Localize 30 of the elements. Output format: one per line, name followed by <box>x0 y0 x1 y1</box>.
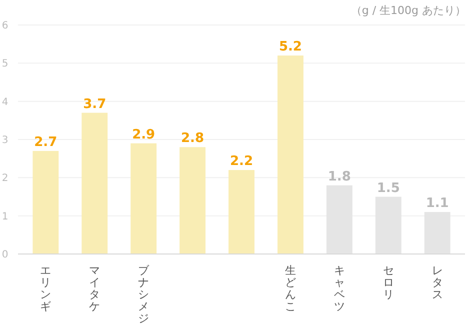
data-label: 1.8 <box>328 169 351 184</box>
bar <box>130 143 157 254</box>
y-tick-label: 1 <box>2 211 8 222</box>
y-tick-label: 6 <box>2 20 8 32</box>
data-label: 1.5 <box>376 180 400 196</box>
data-label: 3.7 <box>83 96 106 112</box>
data-label: 1.1 <box>426 196 449 212</box>
data-label: 2.7 <box>34 134 58 150</box>
x-tick-label: レタス <box>432 264 443 301</box>
y-tick-label: 0 <box>2 250 8 260</box>
data-label: 2.8 <box>181 131 204 146</box>
y-tick-label: 4 <box>2 96 8 108</box>
y-tick-label: 2 <box>2 173 8 184</box>
chart-subtitle: （g / 生100g あたり） <box>350 4 466 17</box>
data-label: 2.2 <box>230 154 254 170</box>
x-tick-label: キャベツ <box>334 264 345 313</box>
x-tick-label: セロリ <box>382 264 394 301</box>
data-label: 5.2 <box>278 40 302 55</box>
bar <box>82 112 108 254</box>
x-tick-label: ブナシメジ <box>138 264 150 325</box>
x-tick-label: 生どんこ <box>284 264 296 313</box>
x-tick-label: エリンギ <box>40 264 52 313</box>
x-tick-label: マイタケ <box>89 264 100 313</box>
bar <box>32 150 59 254</box>
bar <box>277 56 304 254</box>
y-tick-label: 3 <box>2 135 8 146</box>
bar <box>228 170 254 254</box>
y-tick-label: 5 <box>2 58 8 70</box>
data-label: 2.9 <box>132 127 156 142</box>
bar <box>180 147 206 254</box>
